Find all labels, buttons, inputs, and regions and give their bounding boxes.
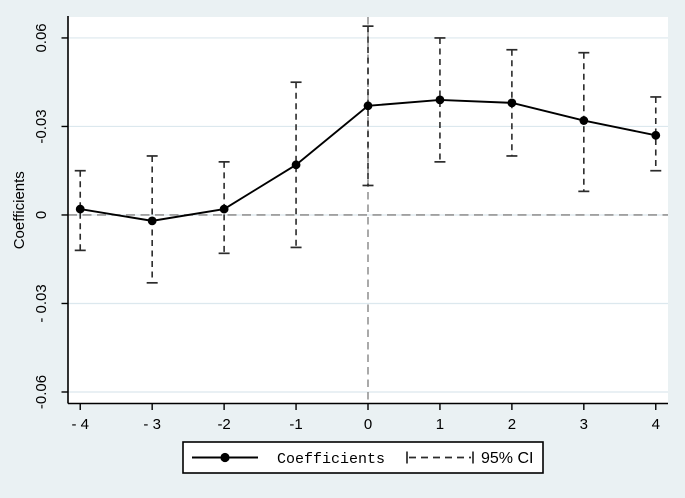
x-tick-label: 0 bbox=[364, 416, 372, 433]
y-tick-label: -0.06 bbox=[33, 375, 50, 409]
x-tick-label: 2 bbox=[508, 416, 516, 433]
y-axis-title: Coefficients bbox=[11, 171, 28, 249]
legend-coefficients-sample-marker bbox=[220, 452, 230, 463]
y-tick-label: 0 bbox=[33, 211, 50, 219]
coefficient-marker bbox=[219, 204, 229, 214]
coefficient-marker bbox=[507, 98, 517, 108]
x-tick-label: - 4 bbox=[71, 416, 89, 433]
x-tick-label: 3 bbox=[580, 416, 588, 433]
coefficient-marker bbox=[75, 204, 85, 214]
coefficient-marker bbox=[435, 95, 445, 105]
coefficient-marker bbox=[291, 160, 301, 170]
x-tick-label: -1 bbox=[289, 416, 302, 433]
legend-coefficients-label: Coefficients bbox=[277, 451, 385, 468]
legend-ci-label: 95% CI bbox=[481, 450, 533, 467]
coefficient-marker bbox=[579, 116, 589, 125]
y-tick-label: - 0.03 bbox=[33, 284, 50, 322]
y-tick-label: 0.06 bbox=[33, 23, 50, 52]
x-tick-label: 4 bbox=[652, 416, 660, 433]
coefficient-marker bbox=[147, 216, 157, 226]
x-tick-label: -2 bbox=[217, 416, 230, 433]
coefficient-marker bbox=[363, 101, 373, 111]
coefficient-marker bbox=[651, 130, 661, 140]
y-tick-label: -0.03 bbox=[33, 109, 50, 143]
x-tick-label: 1 bbox=[436, 416, 444, 433]
x-tick-label: - 3 bbox=[143, 416, 161, 433]
